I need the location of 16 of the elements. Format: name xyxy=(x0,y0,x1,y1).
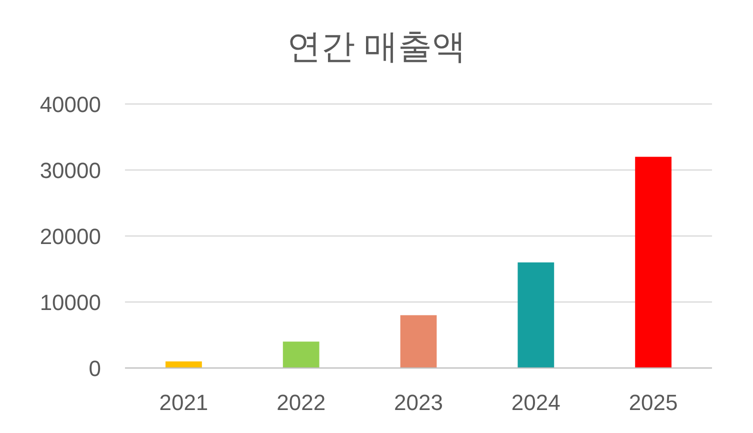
bar xyxy=(282,342,320,368)
x-tick-label: 2022 xyxy=(276,390,326,415)
y-tick-label: 0 xyxy=(88,356,101,381)
bar xyxy=(166,361,202,368)
y-tick-label: 20000 xyxy=(40,224,101,249)
bar xyxy=(518,262,554,368)
y-tick-label: 40000 xyxy=(40,92,101,117)
x-tick-label: 2024 xyxy=(511,390,560,415)
x-tick-label: 2021 xyxy=(159,390,208,415)
chart-title: 연간 매출액 xyxy=(286,28,466,66)
y-tick-label: 10000 xyxy=(40,290,101,315)
bar xyxy=(400,315,437,368)
x-tick-label: 2023 xyxy=(394,390,443,415)
y-tick-label: 30000 xyxy=(40,158,101,183)
bar xyxy=(635,156,672,368)
x-tick-label: 2025 xyxy=(628,390,678,415)
